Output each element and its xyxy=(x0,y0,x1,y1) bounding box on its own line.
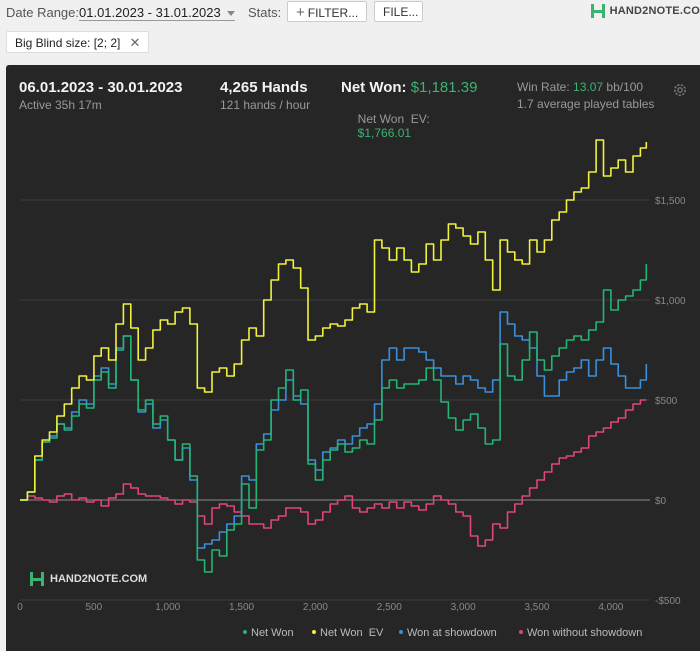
y-tick-label: $1,000 xyxy=(655,296,686,307)
hands-rate: 121 hands / hour xyxy=(220,98,311,112)
filter-button-label: FILTER... xyxy=(307,6,359,20)
hands-count: 4,265 Hands xyxy=(220,79,308,96)
y-axis-ticks: -$500 $0 $500 $1,000 $1,500 xyxy=(655,196,686,607)
net-won-value: $1,181.39 xyxy=(410,79,478,96)
legend-net-won-ev-marker xyxy=(312,630,316,635)
y-tick-label: -$500 xyxy=(655,596,681,607)
net-won: Net Won: $1,181.39 xyxy=(341,79,477,96)
plus-icon: + xyxy=(296,4,305,21)
x-tick-label: 2,000 xyxy=(303,602,328,613)
legend-net-won-ev[interactable]: Net Won EV xyxy=(312,627,383,639)
win-rate-label: Win Rate: xyxy=(517,80,570,94)
brand-logo-text: HAND2NOTE.CO xyxy=(609,4,700,17)
x-axis-ticks: 0 500 1,000 1,500 2,000 2,500 3,000 3,500 4,000 xyxy=(17,602,624,613)
watermark: HAND2NOTE.COM xyxy=(28,571,147,587)
filter-chip-label: Big Blind size: [2; 2] xyxy=(15,36,121,50)
close-icon[interactable]: ✕ xyxy=(129,35,141,50)
legend-net-won-marker xyxy=(243,630,247,635)
hand2note-logo-icon xyxy=(590,4,605,18)
series-line-net-won-ev xyxy=(20,139,648,501)
chart-grid xyxy=(20,199,650,601)
legend-won-without-showdown-label: Won without showdown xyxy=(527,627,643,639)
chart-panel xyxy=(6,65,700,651)
legend-won-at-showdown-label: Won at showdown xyxy=(407,627,497,639)
date-range-select[interactable]: 01.01.2023 - 31.01.2023 xyxy=(79,5,235,21)
legend-won-at-showdown-marker xyxy=(399,630,403,635)
filter-chip[interactable]: Big Blind size: [2; 2] ✕ xyxy=(6,31,150,53)
legend-net-won[interactable]: Net Won xyxy=(243,627,294,639)
y-tick-label: $1,500 xyxy=(655,196,686,207)
series-line-won-without-showdown xyxy=(20,399,647,547)
net-won-label: Net Won: xyxy=(341,79,407,96)
x-tick-label: 3,000 xyxy=(451,602,476,613)
file-button[interactable]: FILE... xyxy=(374,1,423,22)
y-tick-label: $0 xyxy=(655,496,667,507)
win-rate-unit: bb/100 xyxy=(606,80,644,94)
gear-icon[interactable] xyxy=(672,82,688,98)
x-tick-label: 500 xyxy=(86,602,103,613)
x-tick-label: 0 xyxy=(17,602,23,613)
watermark-text: HAND2NOTE.COM xyxy=(50,572,148,585)
x-tick-label: 1,000 xyxy=(155,602,180,613)
chart-series-lines xyxy=(20,139,648,573)
net-won-ev-value: $1,766.01 xyxy=(357,126,412,140)
series-line-net-won xyxy=(20,264,648,573)
filter-button[interactable]: + FILTER... xyxy=(287,1,367,22)
net-won-ev-label: Net Won EV: xyxy=(357,112,430,126)
x-tick-label: 1,500 xyxy=(229,602,254,613)
x-tick-label: 4,000 xyxy=(598,602,623,613)
avg-tables: 1.7 average played tables xyxy=(517,97,655,111)
stats-label: Stats: xyxy=(248,5,282,20)
file-button-label: FILE... xyxy=(383,5,419,19)
active-time: Active 35h 17m xyxy=(19,98,102,112)
legend-net-won-ev-label: Net Won EV xyxy=(320,627,384,639)
date-range-label: Date Range: xyxy=(6,5,79,20)
series-line-won-at-showdown xyxy=(20,311,648,549)
brand-logo: HAND2NOTE.CO xyxy=(590,3,700,19)
net-won-ev: Net Won EV: $1,766.01 xyxy=(351,98,430,140)
toolbar: Date Range: 01.01.2023 - 31.01.2023 Stat… xyxy=(0,0,700,26)
legend-won-without-showdown-marker xyxy=(519,630,523,635)
y-tick-label: $500 xyxy=(655,396,678,407)
win-rate: Win Rate: 13.07 bb/100 xyxy=(517,80,643,94)
x-tick-label: 2,500 xyxy=(377,602,402,613)
win-rate-value: 13.07 xyxy=(573,80,604,94)
period-range: 06.01.2023 - 30.01.2023 xyxy=(19,79,183,96)
legend-net-won-label: Net Won xyxy=(251,627,294,639)
hand2note-watermark-logo-icon xyxy=(30,572,44,586)
legend-won-at-showdown[interactable]: Won at showdown xyxy=(399,627,497,639)
x-tick-label: 3,500 xyxy=(524,602,549,613)
legend-won-without-showdown[interactable]: Won without showdown xyxy=(519,627,642,639)
